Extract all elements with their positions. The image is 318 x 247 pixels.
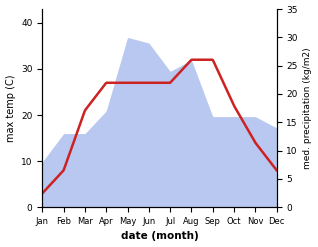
- Y-axis label: med. precipitation (kg/m2): med. precipitation (kg/m2): [303, 47, 313, 169]
- Y-axis label: max temp (C): max temp (C): [5, 74, 16, 142]
- X-axis label: date (month): date (month): [121, 231, 198, 242]
